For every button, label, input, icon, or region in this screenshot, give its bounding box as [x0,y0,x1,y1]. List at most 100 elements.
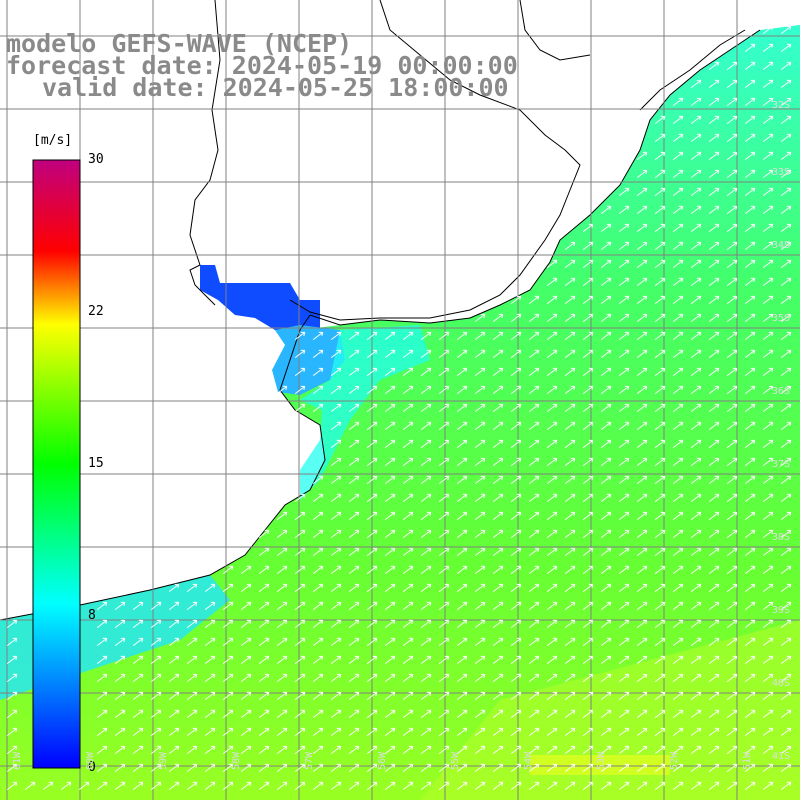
wind-arrow-icon [384,547,396,556]
wind-arrow-icon [672,601,684,610]
wind-arrow-icon [6,691,18,700]
wind-arrow-icon [546,601,558,610]
wind-arrow-icon [528,313,540,322]
wind-arrow-icon [204,691,216,700]
wind-arrow-icon [348,403,360,412]
wind-arrow-icon [708,205,720,214]
lat-label: 34S [772,240,791,251]
wind-arrow-icon [564,583,576,592]
wind-arrow-icon [204,745,216,754]
wind-arrow-icon [600,259,612,268]
wind-arrow-icon [510,421,522,430]
wind-arrow-icon [618,313,630,322]
wind-arrow-icon [618,637,630,646]
wind-arrow-icon [312,511,324,520]
wind-arrow-icon [762,25,774,34]
wind-arrow-icon [528,565,540,574]
wind-arrow-icon [420,529,432,538]
wind-arrow-icon [96,637,108,646]
forecast-date: forecast date: 2024-05-19 00:00:00 [6,51,518,80]
wind-arrow-icon [366,673,378,682]
wind-arrow-icon [330,583,342,592]
wind-arrow-icon [708,763,720,772]
wind-arrow-icon [366,421,378,430]
wind-arrow-icon [726,655,738,664]
wind-arrow-icon [564,313,576,322]
wind-arrow-icon [6,763,18,772]
wind-arrow-icon [510,295,522,304]
wind-arrow-icon [762,421,774,430]
wind-arrow-icon [690,709,702,718]
wind-arrow-icon [726,187,738,196]
wind-arrow-icon [456,583,468,592]
wind-arrow-icon [132,781,144,790]
wind-arrow-icon [384,349,396,358]
wind-arrow-icon [546,547,558,556]
wind-arrow-icon [438,655,450,664]
wind-arrow-icon [564,439,576,448]
wind-arrow-icon [762,97,774,106]
wind-arrow-icon [276,763,288,772]
wind-arrow-icon [276,781,288,790]
wind-arrow-icon [492,727,504,736]
wind-arrow-icon [186,583,198,592]
wind-arrow-icon [672,187,684,196]
wind-arrow-icon [708,547,720,556]
wind-arrow-icon [528,655,540,664]
wind-arrow-icon [654,331,666,340]
wind-arrow-icon [636,511,648,520]
wind-arrow-icon [780,511,792,520]
wind-arrow-icon [240,745,252,754]
wind-arrow-icon [240,709,252,718]
wind-arrow-icon [114,601,126,610]
wind-arrow-icon [636,583,648,592]
wind-arrow-icon [240,763,252,772]
wind-arrow-icon [420,457,432,466]
wind-arrow-icon [114,727,126,736]
wind-arrow-icon [366,529,378,538]
wind-arrow-icon [654,745,666,754]
wind-arrow-icon [438,457,450,466]
wind-arrow-icon [582,241,594,250]
wind-arrow-icon [546,421,558,430]
wind-arrow-icon [564,745,576,754]
wind-arrow-icon [222,601,234,610]
wind-arrow-icon [672,493,684,502]
wind-arrow-icon [708,637,720,646]
wind-arrow-icon [708,745,720,754]
wind-arrow-icon [654,277,666,286]
wind-arrow-icon [240,673,252,682]
wind-arrow-icon [114,619,126,628]
wind-arrow-icon [96,691,108,700]
wind-arrow-icon [582,529,594,538]
wind-arrow-icon [348,367,360,376]
wind-arrow-icon [654,295,666,304]
wind-arrow-icon [240,655,252,664]
wind-arrow-icon [654,511,666,520]
wind-arrow-icon [726,133,738,142]
wind-arrow-icon [456,349,468,358]
wind-arrow-icon [762,727,774,736]
wind-arrow-icon [744,511,756,520]
wind-arrow-icon [600,763,612,772]
wind-arrow-icon [312,493,324,502]
wind-arrow-icon [474,529,486,538]
wind-arrow-icon [528,493,540,502]
wind-arrow-icon [654,547,666,556]
wind-arrow-icon [762,457,774,466]
wind-arrow-icon [546,295,558,304]
wind-arrow-icon [258,709,270,718]
wind-arrow-icon [258,601,270,610]
wind-arrow-icon [348,547,360,556]
colorbar [32,159,81,769]
wind-arrow-icon [6,673,18,682]
wind-arrow-icon [762,601,774,610]
wind-arrow-icon [348,439,360,448]
wind-arrow-icon [258,565,270,574]
wind-arrow-icon [780,115,792,124]
wind-arrow-icon [294,529,306,538]
wind-arrow-icon [636,277,648,286]
wind-arrow-icon [600,529,612,538]
wind-arrow-icon [780,43,792,52]
